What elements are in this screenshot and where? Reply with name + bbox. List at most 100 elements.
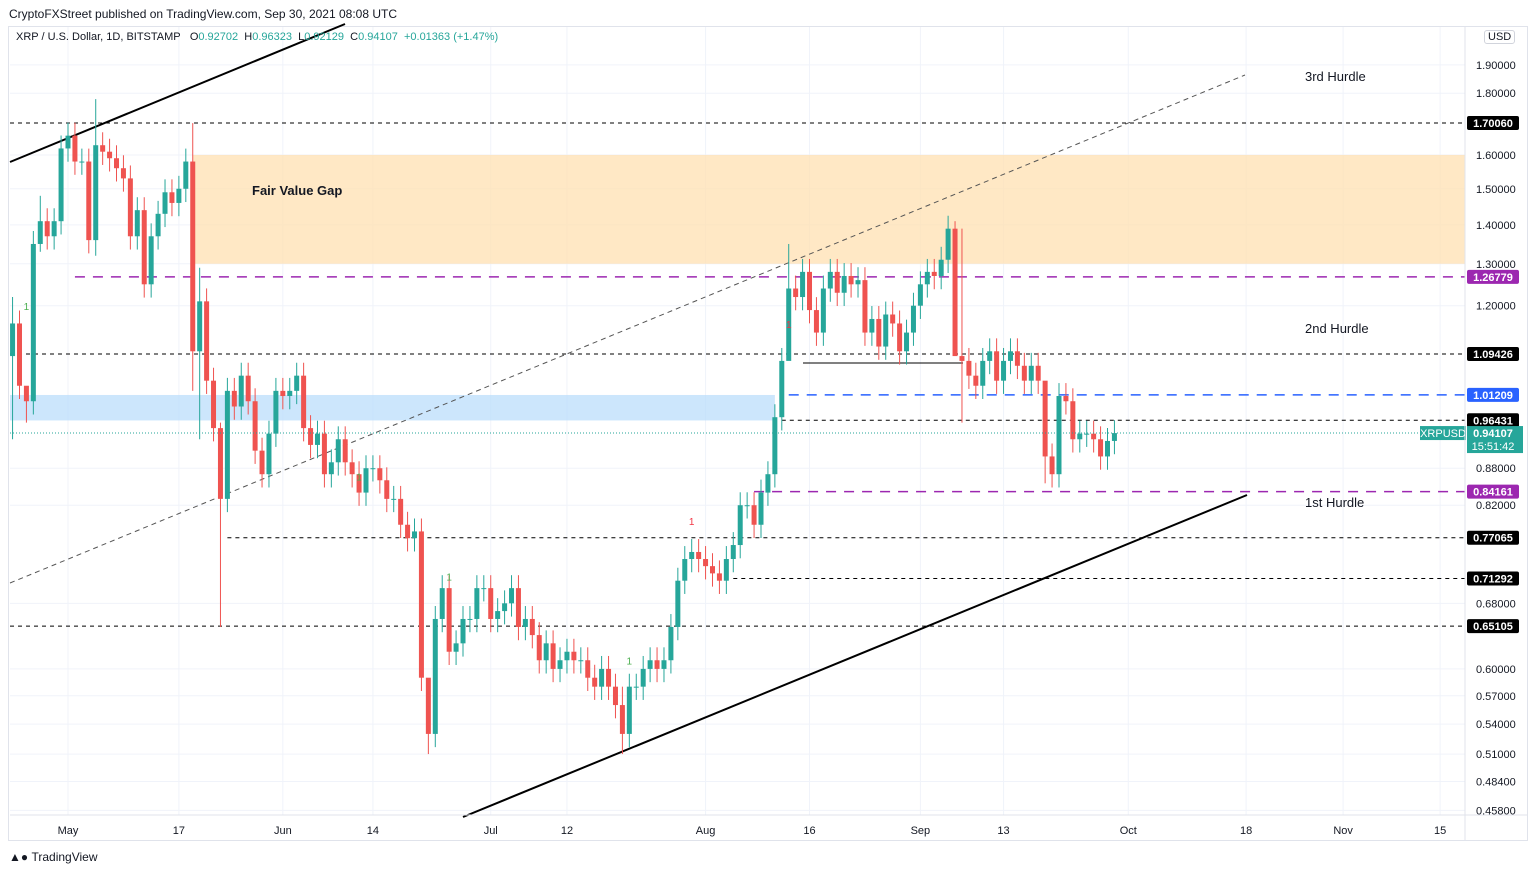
candle [169, 179, 175, 217]
open-label: O [189, 31, 199, 43]
close-label: C [350, 31, 359, 43]
currency-button[interactable]: USD [1484, 30, 1516, 44]
candle-body [1001, 360, 1007, 381]
level-price-tag [1467, 347, 1519, 362]
time-tick-label: Jul [484, 825, 498, 837]
candle-body [1091, 433, 1097, 440]
candle-body [405, 524, 411, 539]
candle [883, 301, 889, 360]
level-price-tag [1467, 530, 1519, 545]
candle-body [176, 188, 182, 203]
candle-body [148, 236, 154, 285]
candle-body [515, 588, 521, 627]
candle-body [446, 588, 452, 652]
time-tick-label: 13 [997, 825, 1009, 837]
zone [192, 154, 1466, 264]
candle-body [1111, 433, 1117, 441]
candle-body [585, 660, 591, 678]
candle-body [211, 380, 217, 429]
sequence-marker: 1 [24, 302, 30, 313]
candle [522, 606, 528, 641]
candle-body [661, 660, 667, 669]
candle-body [44, 221, 50, 237]
candle-body [204, 301, 210, 381]
candle [79, 148, 85, 175]
candle-body [252, 401, 258, 451]
candle [619, 686, 625, 755]
candle [869, 306, 875, 346]
symbol-tag-label: XRPUSD [1420, 428, 1466, 440]
tv-logo-icon: ▲● [9, 850, 29, 864]
candle-body [904, 332, 910, 352]
candle-body [481, 588, 487, 590]
candle [890, 301, 896, 337]
candle [904, 319, 910, 365]
candle-body [550, 643, 556, 669]
candle [793, 275, 799, 311]
candle-body [675, 580, 681, 627]
candle-body [917, 284, 923, 306]
candle-body [314, 433, 320, 445]
candle [973, 362, 979, 400]
candle [1035, 352, 1041, 394]
candle-body [994, 351, 1000, 381]
price-tick-label: 0.48400 [1476, 776, 1516, 788]
candle-body [23, 385, 29, 402]
candle [536, 622, 542, 674]
candle-body [155, 213, 161, 237]
candle [204, 288, 210, 394]
price-tick-label: 1.40000 [1476, 220, 1516, 232]
candle-body [696, 551, 702, 560]
time-tick-label: Jun [274, 825, 292, 837]
price-tick-label: 0.88000 [1476, 463, 1516, 475]
candle [800, 258, 806, 311]
candle [467, 606, 473, 633]
candle-body [412, 531, 417, 539]
candle [515, 575, 521, 641]
price-tick-label: 1.80000 [1476, 88, 1516, 100]
candle [37, 195, 43, 252]
candle-body [391, 498, 397, 500]
candle-body [418, 531, 424, 678]
candle [16, 310, 22, 400]
candle-body [1070, 401, 1076, 440]
candle-body [737, 505, 743, 546]
candle-body [758, 492, 764, 525]
candle [730, 532, 736, 573]
candle [807, 258, 813, 324]
symbol-legend: XRP / U.S. Dollar, 1D, BITSTAMP O0.92702… [16, 31, 498, 43]
candle [1001, 347, 1007, 394]
level-price-label: 0.96431 [1473, 415, 1513, 427]
chart-frame [8, 26, 1528, 841]
candle [640, 655, 646, 700]
candle-body [93, 145, 99, 241]
candle [1105, 428, 1110, 470]
price-tick-label: 0.82000 [1476, 500, 1516, 512]
candle [349, 449, 355, 488]
candle [897, 310, 903, 365]
candle [162, 179, 168, 228]
price-tick-label: 1.20000 [1476, 301, 1516, 313]
candle [301, 362, 307, 442]
tradingview-logo[interactable]: ▲● TradingView [9, 850, 98, 864]
candle [120, 155, 126, 192]
level-price-tag [1467, 484, 1519, 499]
candle-body [134, 210, 140, 237]
candle [10, 297, 16, 440]
candle [612, 673, 618, 719]
candle [439, 575, 445, 633]
candle [1084, 420, 1090, 447]
candle [509, 575, 515, 617]
candle [190, 123, 196, 391]
candle-body [744, 505, 750, 507]
time-tick-label: 17 [173, 825, 185, 837]
candle-body [779, 360, 785, 418]
candle [827, 258, 833, 302]
candle-body [703, 559, 709, 567]
candle [820, 275, 826, 346]
candle-body [439, 588, 445, 619]
price-tick-label: 0.68000 [1476, 598, 1516, 610]
candle [474, 575, 480, 633]
candle [398, 485, 404, 539]
